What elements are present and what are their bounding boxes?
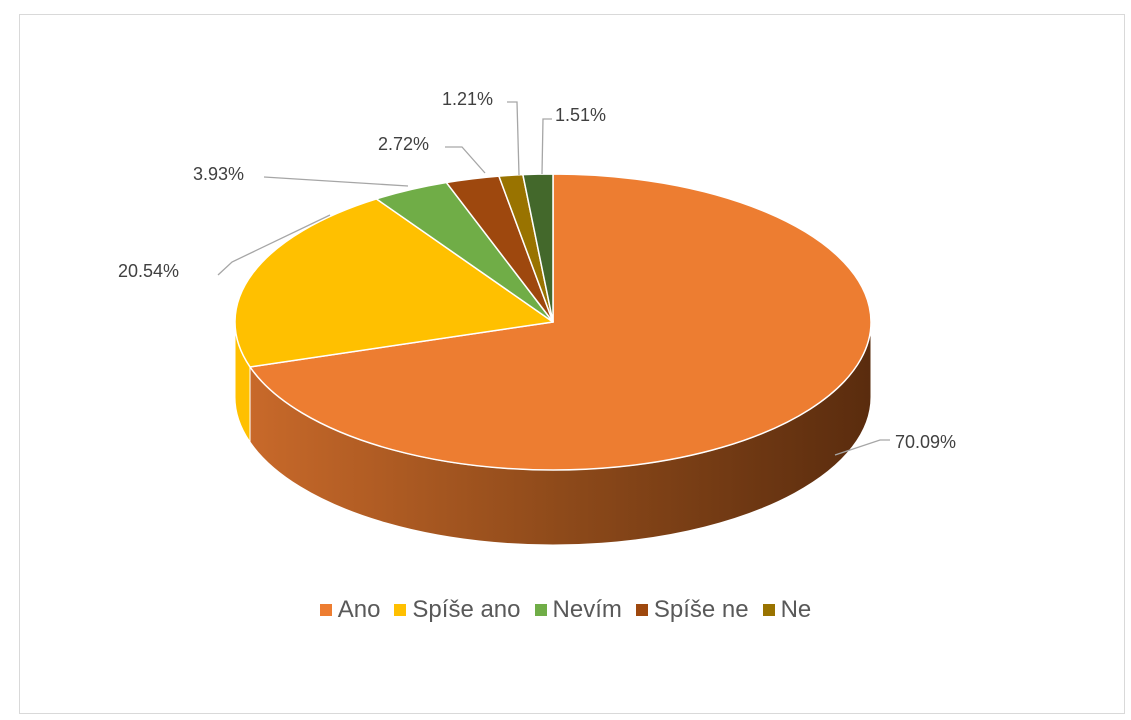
leader-line-4 [507, 101, 520, 176]
data-label-2: 3.93% [193, 164, 244, 184]
chart-legend: Ano Spíše ano Nevím Spíše ne Ne [0, 596, 1131, 624]
legend-label: Spíše ne [653, 596, 749, 623]
legend-swatch [762, 604, 775, 616]
legend-label: Ano [337, 596, 381, 623]
legend-swatch [534, 604, 547, 616]
legend-label: Nevím [552, 596, 622, 623]
data-label-0: 70.09% [895, 432, 956, 452]
data-label-3: 2.72% [378, 134, 429, 154]
pie-slice-5 [522, 173, 554, 323]
legend-item-1: Spíše ano [394, 596, 521, 624]
data-label-4: 1.21% [442, 89, 493, 109]
leader-line-2 [263, 176, 409, 187]
leader-line-0 [834, 439, 890, 456]
legend-swatch [394, 604, 407, 616]
legend-swatch [635, 604, 648, 616]
data-label-1: 20.54% [118, 261, 179, 281]
leader-line-1 [217, 214, 331, 276]
legend-item-2: Nevím [534, 596, 622, 624]
legend-label: Spíše ano [412, 596, 521, 623]
data-label-5: 1.51% [555, 105, 606, 125]
legend-item-3: Spíše ne [635, 596, 749, 624]
leader-line-3 [445, 146, 486, 174]
pie-slice-1 [234, 198, 554, 368]
leader-line-5 [541, 118, 552, 175]
legend-label: Ne [780, 596, 812, 623]
legend-swatch [319, 604, 332, 616]
legend-item-0: Ano [319, 596, 381, 624]
pie-slice-0 [249, 173, 872, 471]
legend-item-4: Ne [762, 596, 812, 624]
